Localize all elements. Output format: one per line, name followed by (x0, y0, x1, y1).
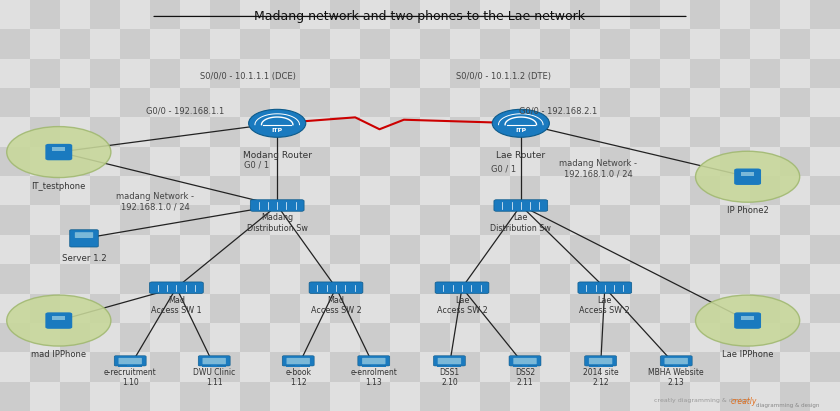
FancyBboxPatch shape (70, 230, 98, 247)
Text: Modang Router: Modang Router (243, 151, 312, 160)
Text: ITP: ITP (271, 129, 283, 134)
Text: G0/0 - 192.168.1.1: G0/0 - 192.168.1.1 (145, 106, 224, 115)
Circle shape (492, 109, 549, 137)
Text: e-enrolment
1.13: e-enrolment 1.13 (350, 368, 397, 387)
Text: S0/0/0 - 10.1.1.1 (DCE): S0/0/0 - 10.1.1.1 (DCE) (200, 72, 296, 81)
Text: Madang network and two phones to the Lae network: Madang network and two phones to the Lae… (255, 10, 585, 23)
FancyBboxPatch shape (438, 358, 461, 364)
Bar (741, 316, 754, 320)
FancyBboxPatch shape (734, 312, 761, 329)
Text: S0/0/0 - 10.1.1.2 (DTE): S0/0/0 - 10.1.1.2 (DTE) (456, 72, 552, 81)
FancyBboxPatch shape (660, 356, 692, 366)
Text: mad IPPhone: mad IPPhone (31, 350, 87, 359)
Text: e-book
1.12: e-book 1.12 (286, 368, 311, 387)
FancyBboxPatch shape (150, 282, 203, 293)
Circle shape (7, 295, 111, 346)
Bar (513, 366, 537, 367)
FancyBboxPatch shape (358, 356, 390, 366)
Text: IP Phone2: IP Phone2 (727, 206, 769, 215)
Text: G0/0 - 192.168.2.1: G0/0 - 192.168.2.1 (519, 106, 598, 115)
FancyBboxPatch shape (578, 282, 632, 293)
FancyBboxPatch shape (362, 358, 386, 364)
Text: DSS2
2.11: DSS2 2.11 (515, 368, 535, 387)
Text: Lae
Distribution Sw: Lae Distribution Sw (491, 213, 551, 233)
Text: madang Network -
192.168.1.0 / 24: madang Network - 192.168.1.0 / 24 (559, 159, 637, 178)
Text: madang Network -
192.168.1.0 / 24: madang Network - 192.168.1.0 / 24 (117, 192, 194, 211)
Text: diagramming & design: diagramming & design (756, 403, 819, 408)
Circle shape (696, 295, 800, 346)
Bar (674, 365, 679, 367)
FancyBboxPatch shape (282, 356, 314, 366)
Bar (589, 366, 612, 367)
Bar (522, 365, 528, 367)
Text: Lae
Access SW 2: Lae Access SW 2 (580, 296, 630, 315)
Bar (128, 365, 133, 367)
Text: Mad
Access SW 1: Mad Access SW 1 (151, 296, 202, 315)
Circle shape (696, 151, 800, 202)
FancyBboxPatch shape (250, 200, 304, 211)
Text: Lae IPPhone: Lae IPPhone (722, 350, 774, 359)
Bar (52, 316, 66, 320)
Bar (362, 366, 386, 367)
Text: 2014 site
2.12: 2014 site 2.12 (583, 368, 618, 387)
Text: Server 1.2: Server 1.2 (61, 254, 107, 263)
FancyBboxPatch shape (198, 356, 230, 366)
Circle shape (7, 127, 111, 178)
FancyBboxPatch shape (433, 356, 465, 366)
FancyBboxPatch shape (286, 358, 310, 364)
FancyBboxPatch shape (734, 169, 761, 185)
FancyBboxPatch shape (589, 358, 612, 364)
Bar (598, 365, 603, 367)
Bar (371, 365, 376, 367)
FancyBboxPatch shape (585, 356, 617, 366)
Text: Lae
Access SW 2: Lae Access SW 2 (437, 296, 487, 315)
Text: creatly: creatly (731, 397, 757, 406)
Text: IT_testphone: IT_testphone (32, 182, 86, 191)
Bar (296, 365, 301, 367)
FancyBboxPatch shape (45, 312, 72, 329)
Text: Lae Router: Lae Router (496, 151, 545, 160)
FancyBboxPatch shape (664, 358, 688, 364)
Bar (286, 366, 310, 367)
Bar (741, 172, 754, 176)
Bar (52, 147, 66, 151)
Text: G0 / 1: G0 / 1 (244, 161, 269, 170)
FancyBboxPatch shape (435, 282, 489, 293)
FancyBboxPatch shape (494, 200, 548, 211)
Bar (438, 366, 461, 367)
Circle shape (249, 109, 306, 137)
Text: DSS1
2.10: DSS1 2.10 (439, 368, 459, 387)
FancyBboxPatch shape (309, 282, 363, 293)
FancyBboxPatch shape (202, 358, 226, 364)
FancyBboxPatch shape (45, 144, 72, 160)
FancyBboxPatch shape (75, 232, 93, 238)
Text: Mad
Access SW 2: Mad Access SW 2 (311, 296, 361, 315)
Text: Madang
Distribution Sw: Madang Distribution Sw (247, 213, 307, 233)
FancyBboxPatch shape (114, 356, 146, 366)
Bar (447, 365, 452, 367)
Text: e-recruitment
1.10: e-recruitment 1.10 (104, 368, 156, 387)
Bar (118, 366, 142, 367)
Text: G0 / 1: G0 / 1 (491, 164, 517, 173)
Bar (202, 366, 226, 367)
Text: ITP: ITP (515, 129, 527, 134)
Text: creatly diagramming & design: creatly diagramming & design (654, 398, 749, 403)
Bar (212, 365, 217, 367)
FancyBboxPatch shape (513, 358, 537, 364)
FancyBboxPatch shape (118, 358, 142, 364)
Text: MBHA Website
2.13: MBHA Website 2.13 (648, 368, 704, 387)
Text: DWU Clinic
1.11: DWU Clinic 1.11 (193, 368, 235, 387)
Bar (664, 366, 688, 367)
FancyBboxPatch shape (509, 356, 541, 366)
